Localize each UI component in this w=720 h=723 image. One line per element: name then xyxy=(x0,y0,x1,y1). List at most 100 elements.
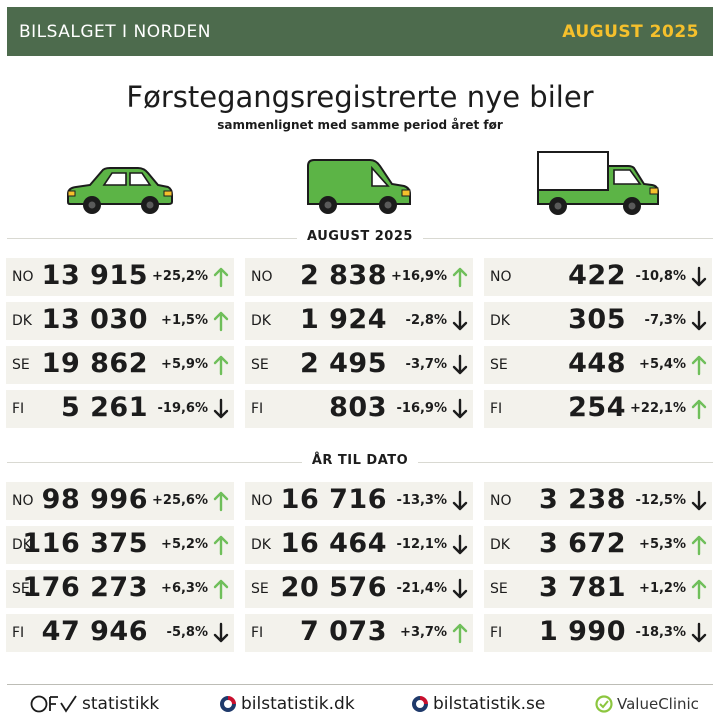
footer-dk-text: bilstatistik.dk xyxy=(241,694,355,714)
dk-flag-icon xyxy=(220,696,236,712)
stat-cell-truck: FI 1 990 -18,3% xyxy=(484,614,712,652)
arrow-up-icon xyxy=(213,267,229,288)
arrow-down-icon xyxy=(691,266,707,287)
country-code: DK xyxy=(490,537,510,553)
arrow-up-icon xyxy=(452,623,468,644)
page-subtitle: sammenlignet med samme period året før xyxy=(217,118,503,132)
stat-cell-car: FI 5 261 -19,6% xyxy=(6,390,234,428)
footer-valueclinic: ValueClinic xyxy=(594,692,699,716)
registration-count: 3 672 xyxy=(538,528,626,559)
stat-cell-van: NO 16 716 -13,3% xyxy=(245,482,473,520)
change-percent: +6,3% xyxy=(161,581,208,596)
country-code: DK xyxy=(251,313,271,329)
footer-vc-text: ValueClinic xyxy=(617,695,699,713)
section-label-text: AUGUST 2025 xyxy=(297,229,423,244)
page-title: Førstegangsregistrerte nye biler xyxy=(126,80,594,114)
arrow-down-icon xyxy=(691,310,707,331)
arrow-down-icon xyxy=(691,622,707,643)
country-code: FI xyxy=(251,625,264,641)
arrow-down-icon xyxy=(452,354,468,375)
country-code: SE xyxy=(490,581,508,597)
country-code: DK xyxy=(490,313,510,329)
change-percent: -7,3% xyxy=(644,313,686,328)
country-code: FI xyxy=(490,625,503,641)
section-label-text: ÅR TIL DATO xyxy=(301,453,419,468)
registration-count: 98 996 xyxy=(41,484,148,515)
registration-count: 3 238 xyxy=(538,484,626,515)
footer-bilstatistik-dk: bilstatistik.dk xyxy=(218,692,355,716)
country-code: NO xyxy=(251,493,273,509)
country-code: FI xyxy=(12,401,25,417)
stat-cell-car: SE 19 862 +5,9% xyxy=(6,346,234,384)
arrow-up-icon xyxy=(213,355,229,376)
registration-count: 176 273 xyxy=(22,572,148,603)
header-title: BILSALGET I NORDEN xyxy=(19,21,211,42)
change-percent: +22,1% xyxy=(630,401,686,416)
change-percent: +1,5% xyxy=(161,313,208,328)
arrow-up-icon xyxy=(213,579,229,600)
section-label: ÅR TIL DATO xyxy=(0,453,720,468)
arrow-down-icon xyxy=(452,534,468,555)
arrow-up-icon xyxy=(691,579,707,600)
arrow-down-icon xyxy=(452,398,468,419)
arrow-up-icon xyxy=(213,535,229,556)
registration-count: 3 781 xyxy=(538,572,626,603)
car-icon xyxy=(67,167,173,214)
arrow-up-icon xyxy=(213,491,229,512)
change-percent: +1,2% xyxy=(639,581,686,596)
registration-count: 16 464 xyxy=(280,528,387,559)
stat-cell-truck: DK 305 -7,3% xyxy=(484,302,712,340)
ofv-logo-icon xyxy=(30,695,77,713)
stat-cell-truck: NO 3 238 -12,5% xyxy=(484,482,712,520)
registration-count: 13 030 xyxy=(41,304,148,335)
arrow-down-icon xyxy=(452,578,468,599)
section-label: AUGUST 2025 xyxy=(0,229,720,244)
country-code: SE xyxy=(490,357,508,373)
country-code: NO xyxy=(251,269,273,285)
country-code: SE xyxy=(12,357,30,373)
stat-cell-van: DK 16 464 -12,1% xyxy=(245,526,473,564)
country-code: SE xyxy=(12,581,30,597)
footer-se-text: bilstatistik.se xyxy=(433,694,546,714)
change-percent: +5,3% xyxy=(639,537,686,552)
van-icon xyxy=(307,159,411,214)
registration-count: 2 495 xyxy=(299,348,387,379)
truck-icon xyxy=(537,151,659,215)
arrow-up-icon xyxy=(691,535,707,556)
change-percent: -13,3% xyxy=(396,493,448,508)
registration-count: 20 576 xyxy=(280,572,387,603)
stat-cell-truck: SE 448 +5,4% xyxy=(484,346,712,384)
country-code: DK xyxy=(12,313,32,329)
change-percent: -3,7% xyxy=(405,357,447,372)
country-code: NO xyxy=(490,493,512,509)
change-percent: +5,4% xyxy=(639,357,686,372)
country-code: NO xyxy=(490,269,512,285)
arrow-down-icon xyxy=(452,490,468,511)
registration-count: 5 261 xyxy=(60,392,148,423)
se-flag-icon xyxy=(412,696,428,712)
arrow-up-icon xyxy=(452,267,468,288)
stat-cell-van: FI 803 -16,9% xyxy=(245,390,473,428)
arrow-up-icon xyxy=(213,311,229,332)
registration-count: 422 xyxy=(568,260,626,291)
stat-cell-truck: NO 422 -10,8% xyxy=(484,258,712,296)
footer-bilstatistik-se: bilstatistik.se xyxy=(410,692,545,716)
stat-cell-truck: FI 254 +22,1% xyxy=(484,390,712,428)
change-percent: -12,1% xyxy=(396,537,448,552)
stat-cell-van: SE 20 576 -21,4% xyxy=(245,570,473,608)
stat-cell-van: DK 1 924 -2,8% xyxy=(245,302,473,340)
change-percent: +5,2% xyxy=(161,537,208,552)
registration-count: 803 xyxy=(329,392,387,423)
footer-divider xyxy=(7,684,713,685)
stat-cell-truck: DK 3 672 +5,3% xyxy=(484,526,712,564)
change-percent: -19,6% xyxy=(157,401,209,416)
registration-count: 254 xyxy=(568,392,626,423)
footer-ofv-text: statistikk xyxy=(82,694,160,714)
stat-cell-car: NO 98 996 +25,6% xyxy=(6,482,234,520)
stat-cell-car: DK 13 030 +1,5% xyxy=(6,302,234,340)
stat-cell-van: NO 2 838 +16,9% xyxy=(245,258,473,296)
registration-count: 16 716 xyxy=(280,484,387,515)
country-code: DK xyxy=(251,537,271,553)
change-percent: -12,5% xyxy=(635,493,687,508)
stat-cell-car: NO 13 915 +25,2% xyxy=(6,258,234,296)
